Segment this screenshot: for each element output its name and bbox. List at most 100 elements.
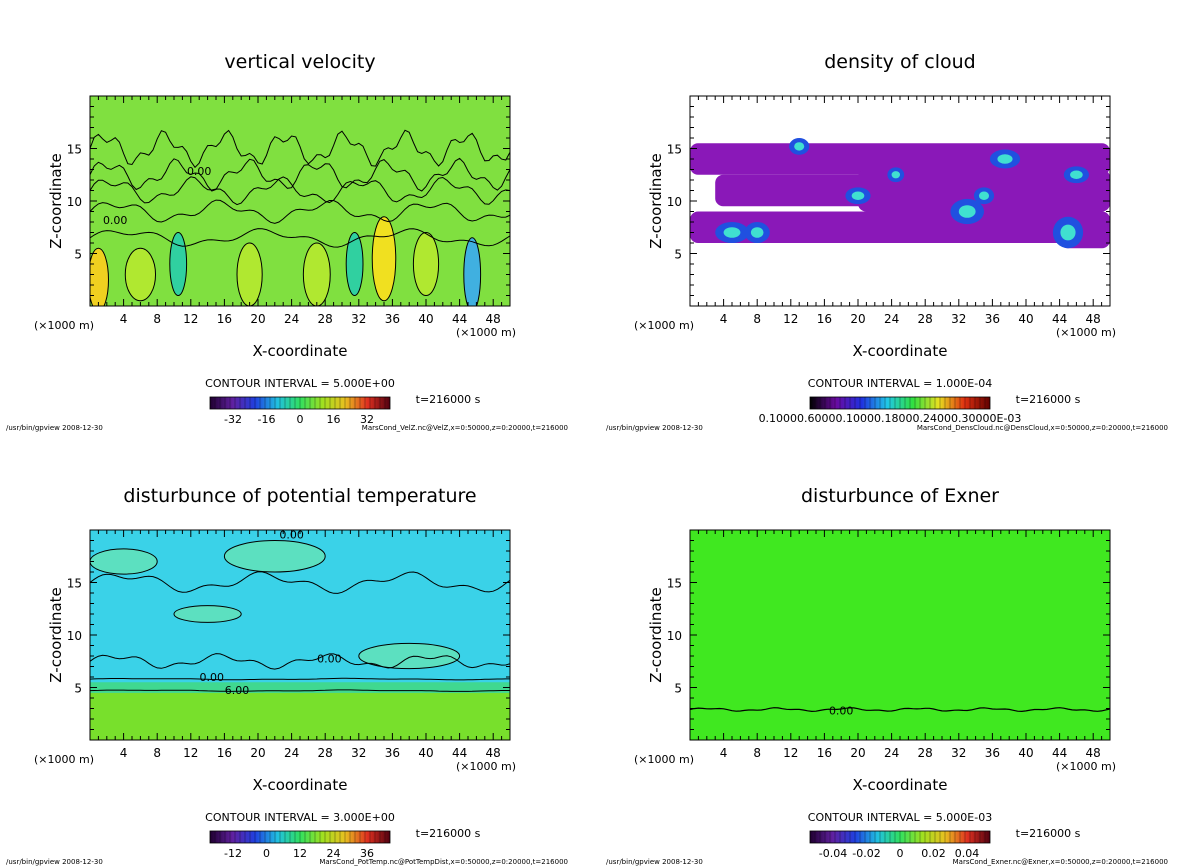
velocity-cell [302,242,331,306]
x-tick-label: 40 [1018,312,1033,326]
contour-line [690,707,1110,713]
cloud-core-peak [891,171,900,179]
warm-patch [90,548,158,575]
cloud-core-peak [1060,224,1076,241]
footer-left: /usr/bin/gpview 2008-12-30 [606,858,703,866]
x-tick-label: 20 [250,746,265,760]
colorbar-tick-label: 36 [360,847,374,860]
cloud-core-peak [750,227,764,238]
chart-svg: disturbunce of potential temperature 0.00… [6,485,568,866]
colorbar-tick-label: 0.02 [921,847,946,860]
x-tick-label: 24 [284,746,299,760]
contour-label: 6.00 [225,684,250,697]
x-tick-label: 4 [720,746,728,760]
contour-label: 0.00 [187,165,212,178]
x-axis-label: X-coordinate [853,776,948,794]
contour-label: 0.00 [829,704,854,717]
x-unit-label-right: (×1000 m) [456,760,516,773]
colorbar-tick-label: -16 [258,413,276,426]
velocity-cell [345,232,364,296]
chart-title: vertical velocity [224,51,375,73]
x-tick-label: 16 [817,746,832,760]
colorbar-tick-label: -12 [224,847,242,860]
colorbar-tick-label: -0.04 [819,847,847,860]
contour-label: 0.00 [317,652,342,665]
contour-interval: CONTOUR INTERVAL = 5.000E-03 [808,811,992,824]
y-tick-label: 10 [67,195,82,209]
chart-title: density of cloud [824,51,976,73]
contour-line [90,677,510,681]
colorbar-tick-label: 12 [293,847,307,860]
y-axis-label: Z-coordinate [647,587,665,682]
x-tick-label: 20 [850,746,865,760]
colorbar-tick-label: 24 [327,847,341,860]
warm-patch [173,605,242,623]
x-tick-label: 40 [1018,746,1033,760]
cloud-core-peak [997,154,1013,164]
panel-potential-temperature: disturbunce of potential temperature 0.00… [0,434,600,868]
x-tick-label: 4 [120,746,128,760]
footer-left: /usr/bin/gpview 2008-12-30 [6,858,103,866]
warm-patch [223,540,326,573]
cloud-core-peak [723,227,741,238]
x-axis-label: X-coordinate [853,342,948,360]
cloud-layer [690,211,1110,243]
panel-density-of-cloud: density of cloud 4 8 12 16 20 24 28 32 36 40 44 48 5 1… [600,0,1200,434]
field-layer: 0.006.000.000.00 [90,530,510,740]
colorbar-tick-label: 0 [263,847,270,860]
x-tick-label: 36 [385,746,400,760]
contour-interval: CONTOUR INTERVAL = 5.000E+00 [205,377,395,390]
contour-line [90,157,510,192]
contour-line [90,689,510,692]
velocity-cell [371,216,397,302]
x-tick-label: 12 [783,746,798,760]
footer-right: MarsCond_DensCloud.nc@DensCloud,x=0:5000… [917,424,1168,432]
x-tick-label: 32 [951,746,966,760]
y-tick-label: 15 [667,143,682,157]
colorbar-tick-label: 32 [360,413,374,426]
x-tick-label: 16 [217,746,232,760]
contour-label: 0.00 [103,214,128,227]
y-tick-label: 15 [667,577,682,591]
velocity-cell [412,232,440,296]
colorbar-tick-label: 0.04 [955,847,980,860]
x-tick-label: 48 [486,746,501,760]
chart-title: disturbunce of Exner [801,485,999,507]
x-tick-label: 20 [250,312,265,326]
velocity-cell [236,242,263,306]
x-tick-label: 24 [884,746,899,760]
velocity-cell [169,232,188,296]
footer-right: MarsCond_Exner.nc@Exner,x=0:50000,z=0:20… [953,858,1168,866]
contour-line [90,176,510,206]
cloud-core-peak [978,191,990,200]
x-tick-label: 44 [452,312,467,326]
x-tick-label: 16 [217,312,232,326]
x-unit-label-right: (×1000 m) [456,326,516,339]
cloud-core-peak [851,191,865,200]
cloud-core-peak [794,142,805,151]
velocity-cell [90,247,109,306]
x-tick-label: 24 [284,312,299,326]
x-tick-label: 36 [985,312,1000,326]
x-tick-label: 4 [120,312,128,326]
x-tick-label: 28 [918,312,933,326]
x-unit-label-right: (×1000 m) [1056,760,1116,773]
time-label: t=216000 s [1016,393,1081,406]
x-tick-label: 36 [985,746,1000,760]
footer-right: MarsCond_VelZ.nc@VelZ,x=0:50000,z=0:2000… [362,424,568,432]
y-tick-label: 10 [667,629,682,643]
x-tick-label: 12 [183,312,198,326]
x-tick-label: 12 [183,746,198,760]
colorbar-tick-label: 16 [327,413,341,426]
x-tick-label: 36 [385,312,400,326]
x-tick-label: 16 [817,312,832,326]
velocity-cell [124,247,157,302]
transition-layer [90,682,510,693]
x-tick-label: 28 [918,746,933,760]
colorbar-tick-label: 0.10000.60000.10000.18000.24000.30000E-0… [759,412,1022,425]
y-tick-label: 5 [674,248,682,262]
y-tick-label: 5 [74,248,82,262]
x-unit-label-left: (×1000 m) [34,753,94,766]
field-fill [690,530,1110,740]
